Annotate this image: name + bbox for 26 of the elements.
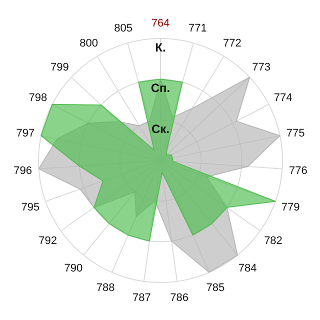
spoke-label: 776 (289, 164, 308, 177)
spoke-label: 796 (14, 164, 32, 177)
spoke-label: 799 (50, 61, 69, 74)
spoke-label: 790 (64, 262, 83, 275)
spoke-label: 782 (264, 235, 282, 248)
spoke-label: 797 (16, 127, 35, 140)
spoke-label: 772 (223, 38, 242, 50)
spoke-label: 779 (281, 202, 300, 214)
y-tick-label: К. (155, 40, 166, 54)
y-tick-label: Сп. (150, 81, 170, 96)
spoke-label: 774 (274, 92, 292, 104)
spoke-label: 800 (80, 38, 98, 50)
spoke-label: 805 (114, 22, 132, 35)
spoke-label: 784 (238, 262, 257, 275)
spoke-label: 792 (38, 235, 57, 248)
spoke-label: 786 (170, 292, 188, 304)
spoke-label: 785 (206, 282, 225, 294)
spoke-label: 788 (96, 282, 115, 294)
y-tick-label: Ск. (151, 122, 170, 136)
spoke-label: 775 (286, 127, 305, 140)
spoke-label: 773 (252, 61, 271, 74)
spoke-label: 764 (151, 18, 170, 30)
spoke-label: 771 (188, 22, 207, 35)
spoke-label: 795 (21, 202, 40, 214)
spoke-label: 798 (28, 92, 48, 104)
spoke-label: 787 (132, 292, 151, 304)
